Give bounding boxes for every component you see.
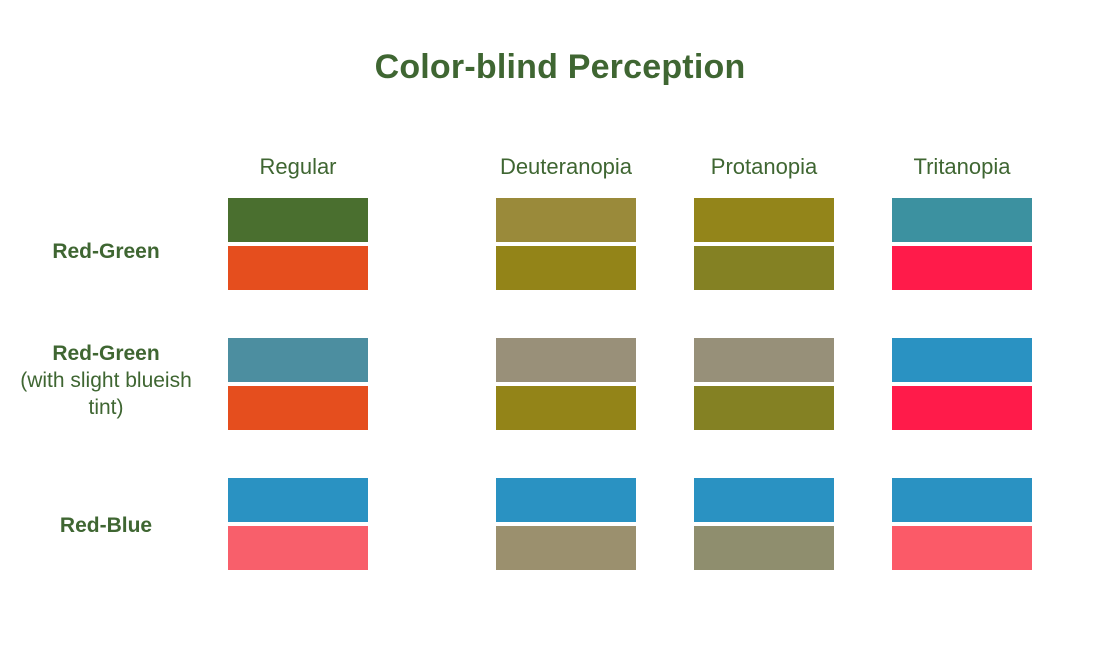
swatch-red-green-tint-protanopia-bottom bbox=[694, 386, 834, 430]
column-header-regular: Regular bbox=[259, 154, 337, 179]
swatch-red-green-deuteranopia-bottom bbox=[496, 246, 636, 290]
swatch-red-green-tint-regular-bottom bbox=[228, 386, 368, 430]
swatch-red-green-tint-deuteranopia-top bbox=[496, 338, 636, 382]
swatch-red-blue-regular-bottom bbox=[228, 526, 368, 570]
swatch-red-green-protanopia-top bbox=[694, 198, 834, 242]
swatch-red-green-tritanopia-top bbox=[892, 198, 1032, 242]
row-label-main: Red-Green bbox=[52, 240, 160, 263]
swatch-red-blue-deuteranopia-bottom bbox=[496, 526, 636, 570]
swatch-red-blue-protanopia-top bbox=[694, 478, 834, 522]
swatch-red-green-regular-bottom bbox=[228, 246, 368, 290]
column-header-protanopia: Protanopia bbox=[710, 154, 818, 179]
swatch-red-green-tint-tritanopia-bottom bbox=[892, 386, 1032, 430]
swatch-red-green-tritanopia-bottom bbox=[892, 246, 1032, 290]
page-title: Color-blind Perception bbox=[374, 48, 746, 86]
row-label-main: Red-Green bbox=[52, 342, 160, 365]
column-header-deuteranopia: Deuteranopia bbox=[499, 154, 633, 179]
swatch-red-blue-regular-top bbox=[228, 478, 368, 522]
swatch-red-green-deuteranopia-top bbox=[496, 198, 636, 242]
row-label-red-green-blueish: Red-Green (with slight blueish tint) bbox=[18, 340, 194, 421]
swatch-red-green-tint-protanopia-top bbox=[694, 338, 834, 382]
swatch-red-blue-protanopia-bottom bbox=[694, 526, 834, 570]
swatch-red-blue-deuteranopia-top bbox=[496, 478, 636, 522]
swatch-red-green-tint-regular-top bbox=[228, 338, 368, 382]
column-header-tritanopia: Tritanopia bbox=[913, 154, 1011, 179]
swatch-red-blue-tritanopia-top bbox=[892, 478, 1032, 522]
swatch-red-green-tint-tritanopia-top bbox=[892, 338, 1032, 382]
row-label-red-blue: Red-Blue bbox=[18, 512, 194, 539]
swatch-red-blue-tritanopia-bottom bbox=[892, 526, 1032, 570]
row-label-red-green: Red-Green bbox=[18, 238, 194, 265]
swatch-red-green-protanopia-bottom bbox=[694, 246, 834, 290]
row-label-sub: (with slight blueish tint) bbox=[20, 369, 192, 419]
swatch-red-green-regular-top bbox=[228, 198, 368, 242]
row-label-main: Red-Blue bbox=[59, 514, 153, 537]
swatch-red-green-tint-deuteranopia-bottom bbox=[496, 386, 636, 430]
